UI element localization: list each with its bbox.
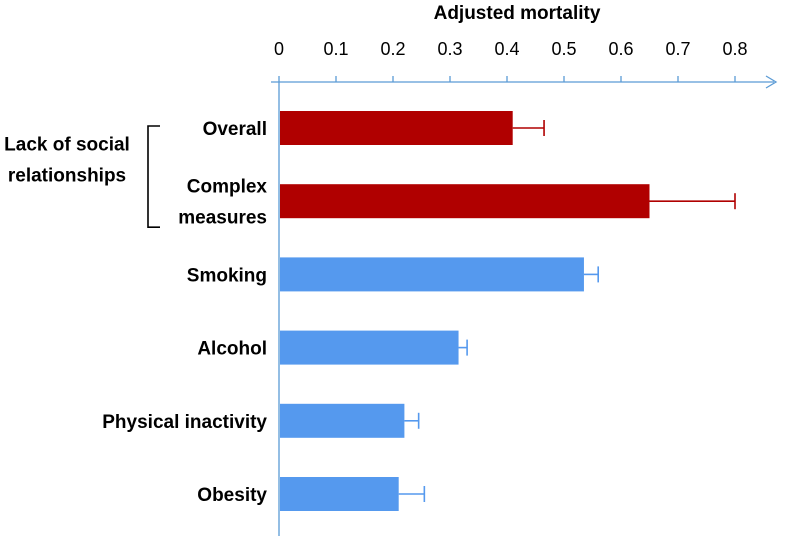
category-label: Alcohol (197, 339, 267, 360)
x-tick-label: 0.7 (665, 39, 690, 59)
category-label: Smoking (187, 265, 267, 286)
x-tick-label: 0.4 (494, 39, 519, 59)
group-bracket: Lack of social relationships (4, 125, 160, 228)
bar (280, 403, 405, 438)
category-label: Overall (203, 119, 267, 140)
chart-title: Adjusted mortality (434, 3, 601, 24)
x-tick-label: 0 (274, 39, 284, 59)
bar (280, 330, 459, 365)
category-label: Obesity (197, 485, 267, 506)
bars (280, 111, 736, 511)
x-axis-ticks: 0 0.1 0.2 0.3 0.4 0.5 0.6 0.7 0.8 (274, 39, 748, 82)
x-tick-label: 0.8 (722, 39, 747, 59)
x-tick-label: 0.2 (380, 39, 405, 59)
axes (271, 75, 778, 536)
bar (280, 111, 513, 145)
x-tick-label: 0.5 (551, 39, 576, 59)
category-label: measures (178, 208, 267, 229)
category-label: Complex (187, 177, 268, 198)
bar (280, 184, 650, 219)
group-bracket-line (147, 125, 160, 228)
category-label: Physical inactivity (102, 412, 267, 433)
x-tick-label: 0.6 (608, 39, 633, 59)
x-tick-label: 0.3 (437, 39, 462, 59)
x-tick-label: 0.1 (323, 39, 348, 59)
x-axis-arrow (765, 75, 778, 89)
group-label: Lack of social (4, 135, 130, 156)
category-labels: Overall Complex measures Smoking Alcohol Phys… (102, 119, 267, 506)
bar (280, 477, 399, 511)
group-label: relationships (8, 166, 126, 187)
bar (280, 257, 584, 292)
